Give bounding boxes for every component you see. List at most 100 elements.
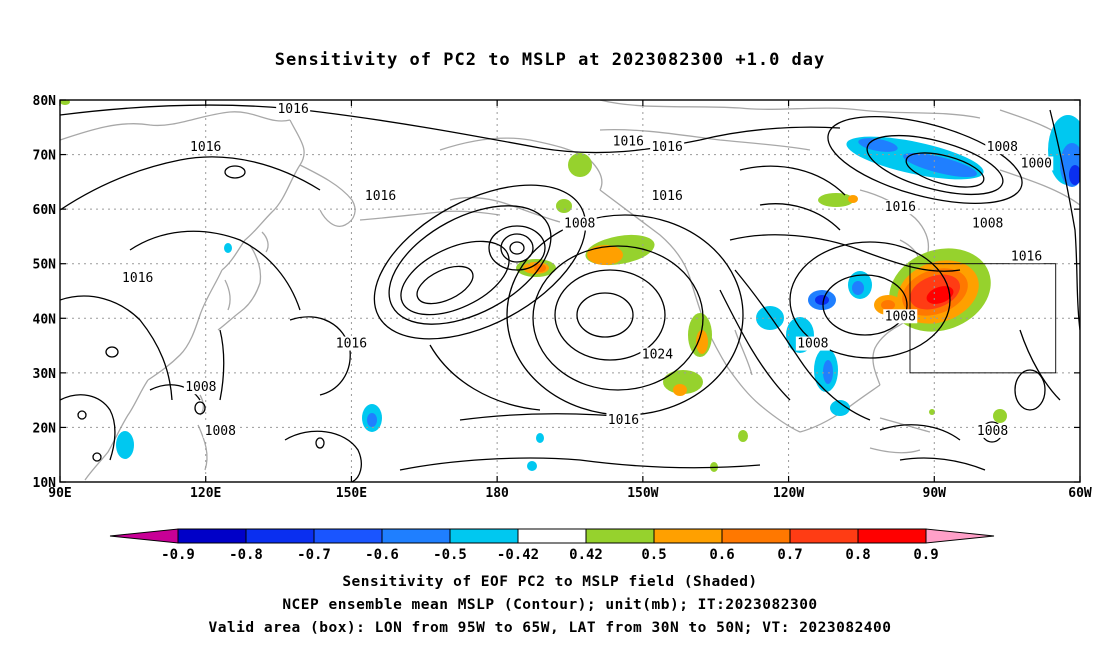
contour-label-bg bbox=[334, 336, 369, 351]
contour-label-bg bbox=[120, 271, 155, 286]
negative-patch bbox=[815, 295, 829, 305]
colorbar-swatch bbox=[857, 528, 927, 544]
negative-patch bbox=[858, 138, 898, 152]
lat-label: 60N bbox=[33, 203, 57, 218]
lon-label: 90W bbox=[923, 486, 947, 501]
contour-label-bg bbox=[562, 216, 597, 231]
colorbar-swatch bbox=[585, 528, 655, 544]
contour-label: 1016 bbox=[1011, 249, 1042, 264]
positive-patch bbox=[673, 384, 687, 396]
contour-label: 1016 bbox=[365, 189, 396, 204]
contour-label: 1000 bbox=[1021, 156, 1052, 171]
contour-label-bg bbox=[970, 216, 1005, 231]
negative-patch bbox=[527, 461, 537, 471]
negative-patch bbox=[367, 413, 377, 427]
positive-patch bbox=[738, 430, 748, 442]
colorbar-label: 0.9 bbox=[913, 547, 938, 563]
contour-label: 1016 bbox=[613, 135, 644, 150]
negative-patch bbox=[224, 243, 232, 253]
negative-patch bbox=[830, 400, 850, 416]
colorbar-high-end bbox=[925, 528, 995, 544]
contour-label: 1008 bbox=[987, 140, 1018, 155]
colorbar-label: -0.42 bbox=[497, 547, 539, 563]
contour-label-bg bbox=[611, 134, 646, 149]
contour-label-bg bbox=[975, 423, 1010, 438]
lat-label: 70N bbox=[33, 149, 57, 164]
colorbar-label: -0.7 bbox=[297, 547, 331, 563]
contour-label: 1016 bbox=[336, 337, 367, 352]
contour-label-bg bbox=[650, 189, 685, 204]
lat-label: 10N bbox=[33, 476, 57, 491]
colorbar-label: -0.9 bbox=[161, 547, 195, 563]
contour-label: 1016 bbox=[651, 189, 682, 204]
coastlines bbox=[60, 100, 1080, 481]
lon-label: 60W bbox=[1068, 486, 1092, 501]
positive-patch bbox=[60, 100, 70, 105]
positive-patch bbox=[929, 409, 935, 415]
colorbar-label: 0.7 bbox=[777, 547, 802, 563]
lat-label: 20N bbox=[33, 421, 57, 436]
contour-label-bg bbox=[1009, 249, 1044, 264]
contour-labels: 1016 1016 1016 1016 1016 1016 1008 1016 1016 1024… bbox=[120, 101, 1054, 439]
positive-patch bbox=[881, 300, 895, 310]
contour-label-bg bbox=[1019, 156, 1054, 171]
contour-label-bg bbox=[883, 309, 918, 324]
colorbar-swatch bbox=[721, 528, 791, 544]
lat-label: 80N bbox=[33, 94, 57, 109]
contour-label: 1008 bbox=[885, 309, 916, 324]
caption-valid-area: Valid area (box): LON from 95W to 65W, L… bbox=[208, 620, 892, 636]
contour-label: 1016 bbox=[122, 271, 153, 286]
contour-label: 1016 bbox=[277, 102, 308, 117]
colorbar-swatch bbox=[381, 528, 451, 544]
colorbar-swatch bbox=[653, 528, 723, 544]
contour-label-bg bbox=[188, 140, 223, 155]
lon-label: 150E bbox=[336, 486, 367, 501]
contour-label: 1008 bbox=[972, 217, 1003, 232]
contour-label: 1008 bbox=[564, 217, 595, 232]
contour-label: 1008 bbox=[185, 380, 216, 395]
caption-contour: NCEP ensemble mean MSLP (Contour); unit(… bbox=[282, 597, 818, 613]
lat-label: 30N bbox=[33, 367, 57, 382]
negative-patch bbox=[903, 152, 977, 178]
positive-patch bbox=[568, 153, 592, 177]
colorbar-label: 0.5 bbox=[641, 547, 666, 563]
colorbar-swatch bbox=[245, 528, 315, 544]
negative-patch bbox=[116, 431, 134, 459]
contour-label-bg bbox=[363, 189, 398, 204]
colorbar-label: -0.6 bbox=[365, 547, 399, 563]
positive-patch bbox=[696, 330, 708, 354]
colorbar-swatch bbox=[789, 528, 859, 544]
contour-label-bg bbox=[640, 347, 675, 362]
negative-patch bbox=[536, 433, 544, 443]
colorbar-label: 0.8 bbox=[845, 547, 870, 563]
positive-patch bbox=[587, 245, 623, 265]
contour-label-bg bbox=[183, 380, 218, 395]
colorbar-swatch bbox=[313, 528, 383, 544]
lon-label: 150W bbox=[627, 486, 658, 501]
contour-label-bg bbox=[795, 336, 830, 351]
lat-label: 50N bbox=[33, 258, 57, 273]
positive-patch bbox=[818, 193, 854, 207]
colorbar: -0.9 -0.8 -0.7 -0.6 -0.5 -0.42 0.42 0.5 0.6 0.7 0.… bbox=[109, 528, 995, 563]
contour-label-bg bbox=[650, 140, 685, 155]
contour-label: 1016 bbox=[885, 200, 916, 215]
contour-label: 1008 bbox=[977, 424, 1008, 439]
contour-label: 1016 bbox=[651, 140, 682, 155]
plot-frame bbox=[59, 99, 1081, 483]
contour-label-bg bbox=[276, 101, 311, 116]
lon-label: 90E bbox=[48, 486, 71, 501]
mslp-contours bbox=[60, 104, 1080, 482]
negative-patch bbox=[1069, 165, 1080, 185]
lon-label: 180 bbox=[485, 486, 509, 501]
lat-label: 40N bbox=[33, 312, 57, 327]
colorbar-label: 0.6 bbox=[709, 547, 734, 563]
contour-label-bg bbox=[883, 200, 918, 215]
positive-patch bbox=[993, 409, 1007, 423]
negative-patch bbox=[823, 360, 833, 384]
contour-label-bg bbox=[606, 412, 641, 427]
colorbar-swatch bbox=[449, 528, 519, 544]
colorbar-swatch bbox=[177, 528, 247, 544]
contour-label: 1024 bbox=[642, 347, 673, 362]
positive-patch bbox=[926, 286, 954, 304]
